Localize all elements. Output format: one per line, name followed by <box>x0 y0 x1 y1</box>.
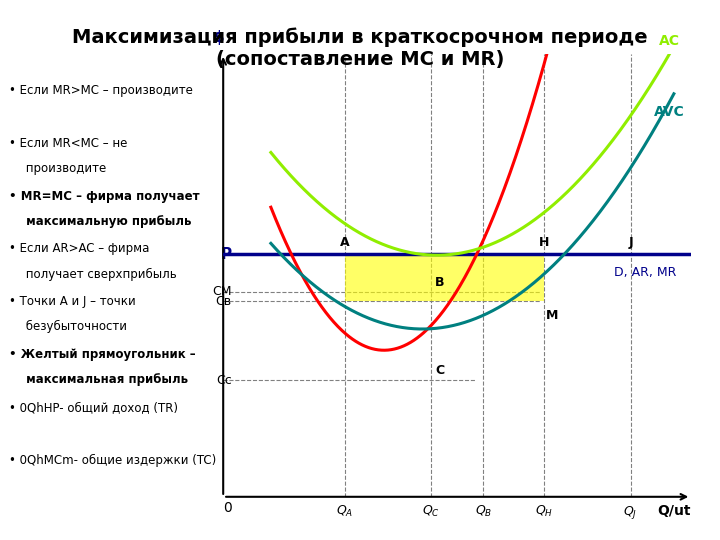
Text: CМ: CМ <box>212 285 232 298</box>
Text: • 0QhHP- общий доход (TR): • 0QhHP- общий доход (TR) <box>9 401 178 414</box>
Text: максимальная прибыль: максимальная прибыль <box>22 373 188 386</box>
Text: производите: производите <box>22 162 106 175</box>
Text: • 0QhMCm- общие издержки (TC): • 0QhMCm- общие издержки (TC) <box>9 454 216 467</box>
Text: $Q_A$: $Q_A$ <box>336 504 353 519</box>
Text: AC: AC <box>659 33 680 48</box>
Text: • Точки А и J – точки: • Точки А и J – точки <box>9 295 135 308</box>
Text: 0: 0 <box>223 502 232 516</box>
Text: A: A <box>340 237 349 249</box>
Text: максимальную прибыль: максимальную прибыль <box>22 215 191 228</box>
Text: $: $ <box>214 30 224 45</box>
Text: $Q_H$: $Q_H$ <box>535 504 553 519</box>
Text: • Если AR>AC – фирма: • Если AR>AC – фирма <box>9 242 149 255</box>
Text: Cв: Cв <box>216 294 232 308</box>
Text: • Желтый прямоугольник –: • Желтый прямоугольник – <box>9 348 195 361</box>
Text: D, AR, MR: D, AR, MR <box>613 266 676 279</box>
Text: Cс: Cс <box>216 374 232 387</box>
Text: H: H <box>539 237 549 249</box>
Text: • Если MR<MC – не: • Если MR<MC – не <box>9 137 127 150</box>
Text: получает сверхприбыль: получает сверхприбыль <box>22 267 176 281</box>
Text: M: M <box>546 308 559 321</box>
Text: AVC: AVC <box>654 105 685 119</box>
Text: P: P <box>221 247 232 262</box>
Text: $Q_C$: $Q_C$ <box>422 504 440 519</box>
Text: Q/ut: Q/ut <box>657 504 691 518</box>
Text: $Q_B$: $Q_B$ <box>474 504 492 519</box>
Text: C: C <box>436 364 444 377</box>
Text: J: J <box>629 237 633 249</box>
Text: $Q_J$: $Q_J$ <box>624 504 638 521</box>
Text: • MR=MC – фирма получает: • MR=MC – фирма получает <box>9 190 199 202</box>
Text: безубыточности: безубыточности <box>22 320 127 333</box>
Text: • Если MR>MC – производите: • Если MR>MC – производите <box>9 84 192 97</box>
Text: B: B <box>435 276 445 289</box>
Text: Максимизация прибыли в краткосрочном периоде
(сопоставление МС и МR): Максимизация прибыли в краткосрочном пер… <box>72 27 648 69</box>
FancyBboxPatch shape <box>345 254 544 301</box>
